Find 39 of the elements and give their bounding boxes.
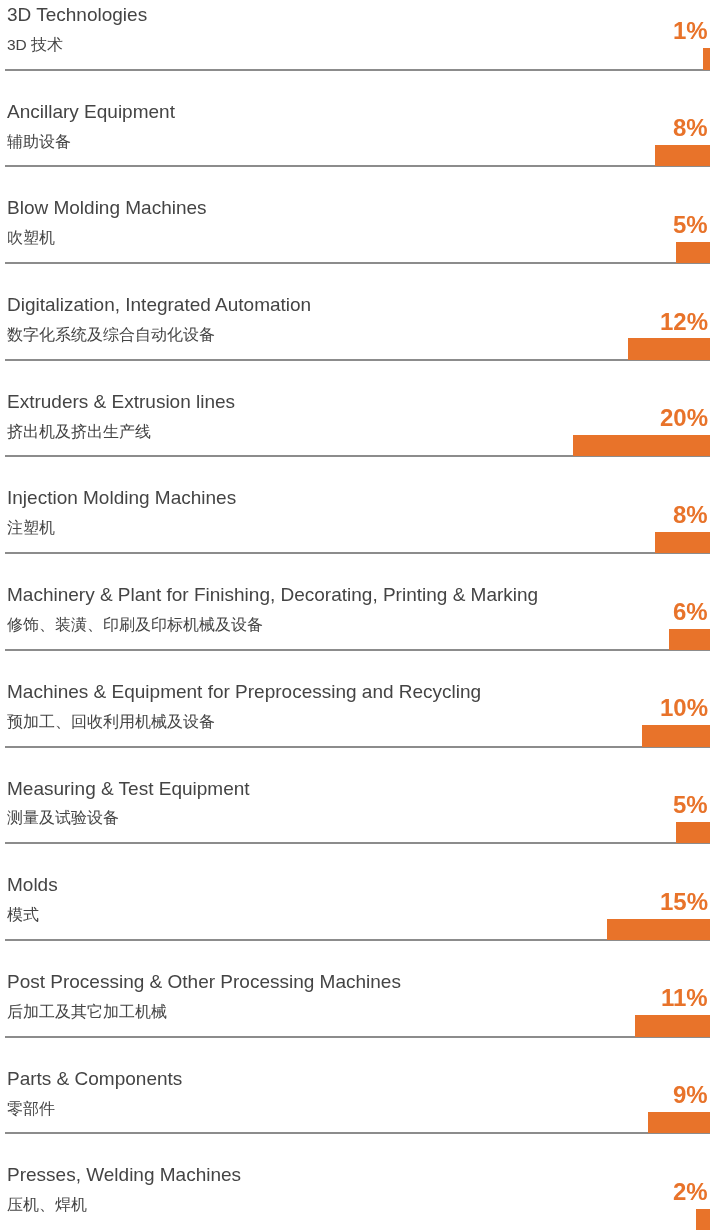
bar — [607, 919, 710, 940]
bar — [655, 145, 710, 166]
data-label: 5% — [673, 211, 708, 238]
data-label: 20% — [660, 404, 709, 431]
bar — [573, 435, 710, 456]
y-tick-label: Parts & Components 零部件 — [7, 1068, 183, 1117]
y-tick-label: Machines & Equipment for Preprocessing and Recycling 预加工、回收利用机械及设备 — [7, 681, 482, 730]
y-tick-label: Molds 模式 — [7, 874, 58, 923]
data-label: 12% — [660, 308, 709, 335]
y-tick-label: Post Processing & Other Processing Machines 后加工及其它加工机械 — [7, 971, 401, 1020]
bar — [669, 629, 710, 650]
bar — [696, 1209, 710, 1230]
bar — [676, 242, 710, 263]
y-tick-label: Extruders & Extrusion lines 挤出机及挤出生产线 — [7, 391, 236, 440]
bar — [648, 1112, 710, 1133]
y-tick-label: Ancillary Equipment 辅助设备 — [7, 101, 176, 150]
y-tick-label: Blow Molding Machines 吹塑机 — [7, 197, 207, 246]
y-tick-label: Injection Molding Machines 注塑机 — [7, 487, 237, 536]
y-tick-label: 3D Technologies 3D 技术 — [7, 4, 148, 53]
bar — [676, 822, 710, 843]
bar — [635, 1015, 710, 1037]
data-label: 5% — [673, 791, 708, 818]
data-label: 2% — [673, 1178, 708, 1205]
y-tick-label: Machinery & Plant for Finishing, Decorating, Printing & Marking 修饰、装潢、印刷及印标机械及设备 — [7, 584, 539, 633]
data-label: 8% — [673, 501, 708, 528]
y-tick-label: Digitalization, Integrated Automation 数字化系统及综合自动化设备 — [7, 294, 312, 343]
bar — [703, 48, 710, 70]
bar — [642, 725, 710, 747]
data-label: 6% — [673, 598, 708, 625]
y-tick-label: Presses, Welding Machines 压机、焊机 — [7, 1164, 242, 1213]
data-label: 15% — [660, 888, 709, 915]
data-label: 9% — [673, 1081, 708, 1108]
data-label: 1% — [673, 17, 708, 44]
data-label: 11% — [661, 984, 708, 1011]
data-label: 10% — [660, 694, 709, 721]
y-tick-label: Measuring & Test Equipment 测量及试验设备 — [7, 778, 251, 826]
data-label: 8% — [673, 114, 708, 141]
bar — [628, 338, 710, 360]
bar — [655, 532, 710, 553]
